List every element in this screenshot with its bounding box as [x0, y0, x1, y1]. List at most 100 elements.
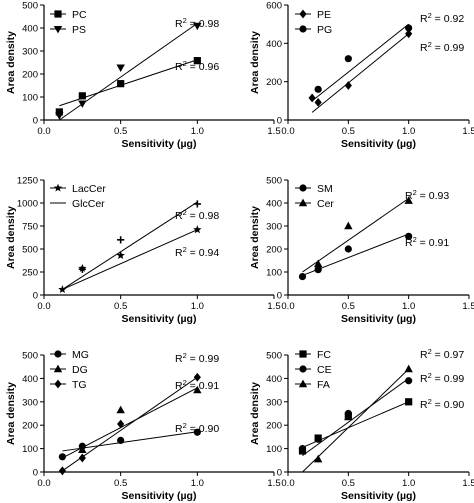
y-tick-label: 100 [266, 268, 282, 279]
legend-label: TG [72, 379, 87, 391]
y-tick-label: 400 [266, 199, 282, 210]
legend-marker [54, 379, 62, 389]
x-axis-title: Sensitivity (µg) [122, 313, 197, 325]
y-tick-label: 300 [22, 47, 38, 58]
chart-panel-4: 0 100 200 300 400 500 0.0 0.5 1.0 1.5 Sensitivity … [249, 176, 474, 326]
x-tick-label: 1.0 [191, 478, 204, 489]
legend-label: PC [72, 9, 87, 21]
x-tick-label: 1.5 [267, 478, 280, 489]
data-point-SM [298, 273, 307, 281]
fit-line-TG [62, 376, 198, 472]
x-tick-label: 0.5 [342, 478, 355, 489]
legend-item-FC: FC [295, 349, 331, 361]
y-axis-title: Area density [249, 206, 261, 269]
data-point-SM [314, 266, 322, 274]
series-MG [58, 428, 201, 461]
legend-marker [53, 26, 63, 34]
legend-item-FA: FA [295, 379, 330, 391]
y-tick-label: 300 [266, 397, 282, 408]
data-point-PC [117, 80, 125, 88]
x-tick-label: 1.0 [402, 301, 415, 312]
r2-label-FC: R2 = 0.90 [420, 397, 464, 411]
y-tick-label: 100 [22, 444, 38, 455]
legend-item-PC: PC [50, 9, 87, 21]
r2-label-CE: R2 = 0.99 [420, 371, 464, 385]
y-tick-label: 500 [22, 1, 38, 12]
y-tick-label: 0 [277, 291, 282, 302]
data-point-SM [344, 245, 352, 253]
y-tick-label: 300 [22, 397, 38, 408]
y-tick-label: 200 [266, 245, 282, 256]
fit-line-PE [311, 33, 409, 113]
r2-label-PG: R2 = 0.99 [420, 40, 464, 54]
data-point-PE [308, 93, 316, 103]
data-point-DG [116, 405, 125, 414]
legend-label: MG [72, 349, 89, 361]
legend-item-CE: CE [295, 364, 332, 376]
x-axis-title: Sensitivity (µg) [341, 313, 416, 325]
legend-item-MG: MG [50, 349, 89, 361]
series-PG [311, 23, 413, 102]
data-point-PE [405, 29, 413, 39]
r2-label-TG: R2 = 0.99 [175, 351, 219, 365]
y-axis-title: Area density [249, 382, 261, 445]
legend-marker [54, 10, 62, 18]
data-point-SM [405, 232, 413, 240]
series-PC [55, 57, 201, 116]
y-axis-title: Area density [249, 31, 261, 94]
data-point-FA [404, 364, 413, 373]
y-tick-label: 0 [277, 468, 282, 479]
data-point-PS [78, 100, 87, 108]
legend-label: PE [317, 9, 331, 21]
r2-label-LacCer: R2 = 0.94 [175, 245, 219, 259]
legend-item-SM: SM [295, 183, 333, 195]
series-PE [308, 29, 413, 113]
data-point-PS [55, 112, 64, 120]
series-PS [55, 22, 202, 121]
data-point-LacCer [193, 225, 202, 234]
legend-item-TG: TG [50, 379, 87, 391]
legend-label: SM [317, 183, 333, 195]
y-tick-label: 250 [22, 268, 38, 279]
data-point-CE [314, 435, 322, 443]
data-point-Cer [404, 196, 413, 204]
x-tick-label: 1.0 [402, 126, 415, 137]
data-point-PG [314, 85, 322, 93]
x-tick-label: 1.5 [462, 126, 474, 137]
y-tick-label: 300 [266, 222, 282, 233]
fit-line-CE [302, 377, 409, 457]
y-tick-label: 200 [22, 70, 38, 81]
y-tick-label: 400 [22, 24, 38, 35]
x-tick-label: 0.0 [37, 301, 50, 312]
data-point-PC [193, 57, 201, 65]
data-point-TG [58, 466, 66, 476]
y-tick-label: 1000 [17, 199, 38, 210]
legend-label: Cer [317, 198, 334, 210]
legend-label: GlcCer [72, 198, 105, 210]
data-point-GlcCer [78, 265, 86, 273]
x-tick-label: 1.0 [402, 478, 415, 489]
y-axis-title: Area density [5, 31, 17, 94]
legend-item-LacCer: LacCer [50, 183, 106, 195]
x-tick-label: 1.5 [462, 301, 474, 312]
legend-item-GlcCer: GlcCer [50, 198, 105, 210]
data-point-TG [193, 372, 201, 382]
series-Cer [302, 196, 413, 273]
r2-label-DG: R2 = 0.91 [175, 378, 219, 392]
data-point-MG [117, 436, 125, 445]
legend-item-PE: PE [295, 9, 331, 21]
legend-label: PG [317, 24, 332, 36]
y-tick-label: 500 [22, 245, 38, 256]
y-tick-label: 100 [22, 93, 38, 104]
legend-marker [299, 25, 307, 33]
x-tick-label: 1.5 [267, 126, 280, 137]
legend-marker [54, 350, 62, 358]
y-tick-label: 500 [266, 176, 282, 187]
y-axis-title: Area density [5, 206, 17, 269]
series-LacCer [58, 225, 202, 294]
legend-item-PS: PS [50, 24, 86, 36]
data-point-MG [193, 428, 201, 436]
r2-label-PC: R2 = 0.96 [175, 59, 219, 73]
